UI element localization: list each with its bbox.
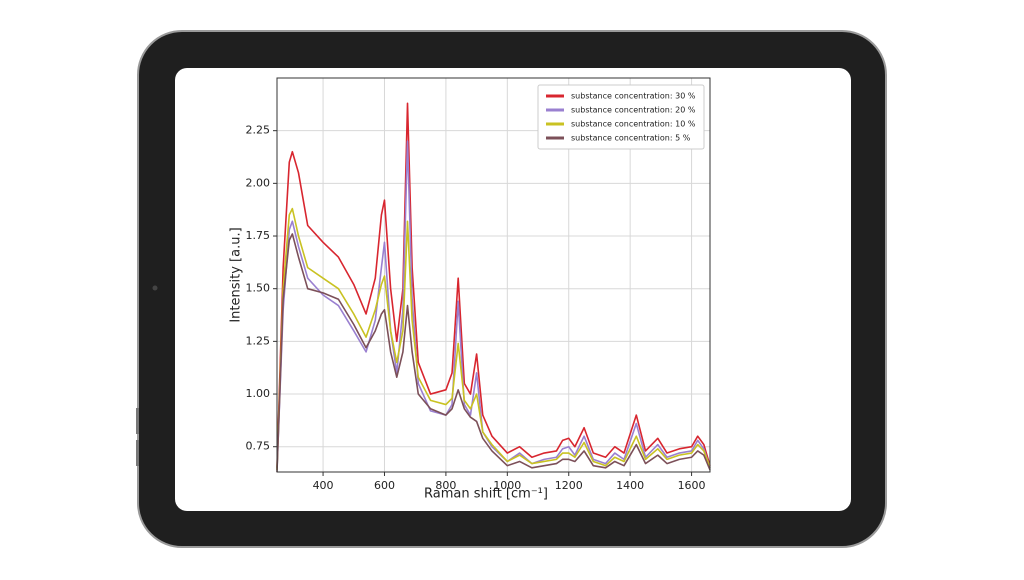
data-line (276, 207, 711, 470)
y-tick-label: 2.00 (246, 176, 271, 189)
x-tick-label: 600 (374, 479, 395, 492)
legend-box (537, 84, 705, 150)
chart: Raman shift [cm⁻¹] Intensity [a.u.] 400 6… (229, 77, 711, 502)
y-tick-label: 1.50 (246, 282, 271, 295)
legend-label: substance concentration: 30 % (571, 92, 696, 101)
plot-frame (276, 77, 711, 473)
y-axis-label: Intensity [a.u.] (229, 227, 244, 322)
legend-label: substance concentration: 5 % (571, 134, 691, 143)
side-button (136, 408, 139, 434)
screen (175, 68, 851, 511)
camera (152, 285, 158, 291)
x-tick-label: 1000 (493, 479, 521, 492)
side-button (136, 440, 139, 466)
x-tick-label: 800 (435, 479, 456, 492)
y-tick-label: 1.75 (246, 229, 271, 242)
x-tick-label: 1200 (555, 479, 583, 492)
x-tick-label: 1600 (678, 479, 706, 492)
legend-label: substance concentration: 20 % (571, 106, 696, 115)
data-line (276, 233, 711, 473)
x-tick-label: 400 (313, 479, 334, 492)
data-line (276, 102, 711, 468)
y-tick-label: 1.00 (246, 387, 271, 400)
x-axis-label: Raman shift [cm⁻¹] (424, 487, 548, 502)
y-tick-label: 0.75 (246, 440, 271, 453)
y-tick-label: 1.25 (246, 334, 271, 347)
legend-label: substance concentration: 10 % (571, 120, 696, 129)
x-tick-label: 1400 (616, 479, 644, 492)
y-tick-label: 2.25 (246, 124, 271, 137)
data-line (276, 140, 711, 470)
